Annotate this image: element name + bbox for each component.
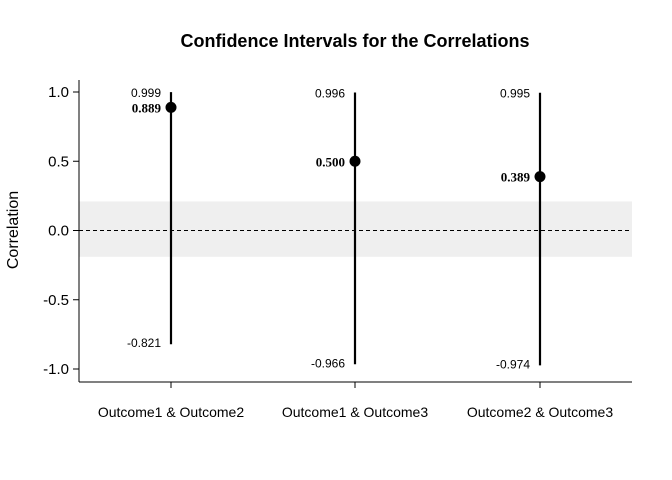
x-tick-label: Outcome1 & Outcome2 <box>98 404 245 420</box>
lower-bound-label: -0.821 <box>127 336 161 350</box>
y-tick-label: -0.5 <box>43 292 69 309</box>
y-axis-label: Correlation <box>5 191 22 269</box>
estimate-label: 0.389 <box>501 170 531 185</box>
x-tick-label: Outcome2 & Outcome3 <box>467 404 614 420</box>
estimate-point <box>349 155 361 167</box>
lower-bound-label: -0.966 <box>311 356 345 370</box>
estimate-label: 0.889 <box>132 100 162 115</box>
y-tick-label: -1.0 <box>43 361 69 378</box>
upper-bound-label: 0.999 <box>131 86 161 100</box>
y-tick-label: 0.0 <box>48 223 69 240</box>
chart-title: Confidence Intervals for the Correlation… <box>180 31 529 51</box>
estimate-point <box>165 101 177 113</box>
y-tick-label: 0.5 <box>48 153 69 170</box>
upper-bound-label: 0.995 <box>500 87 530 101</box>
plot-area: 1.0 0.5 0.0 -0.5 -1.0 Outcome1 & Outcome2 0.99… <box>43 80 632 420</box>
estimate-point <box>534 171 546 183</box>
y-tick-label: 1.0 <box>48 84 69 101</box>
x-tick-label: Outcome1 & Outcome3 <box>282 404 429 420</box>
upper-bound-label: 0.996 <box>315 87 345 101</box>
lower-bound-label: -0.974 <box>496 357 530 371</box>
estimate-label: 0.500 <box>316 154 345 169</box>
